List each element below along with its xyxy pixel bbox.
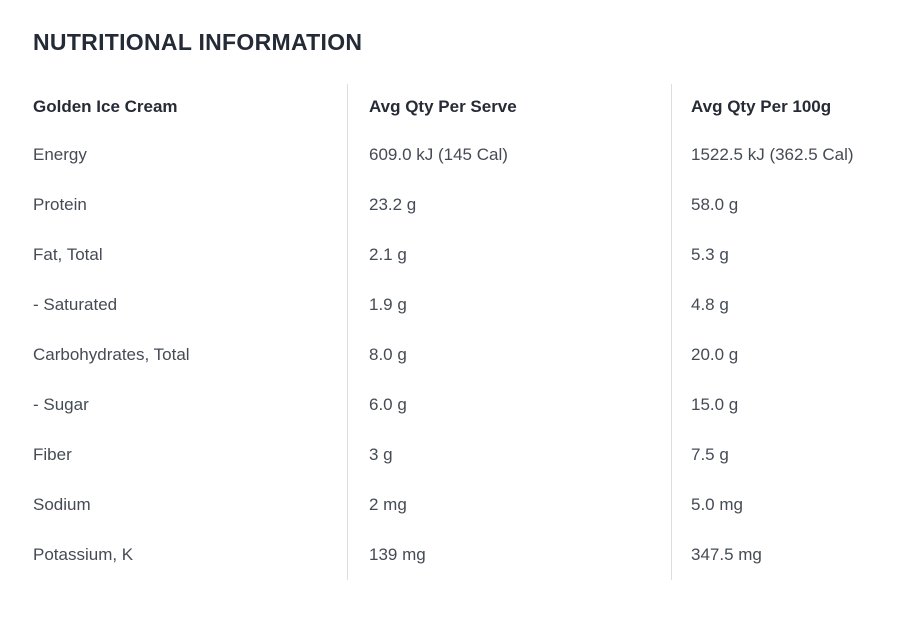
nutrient-label: - Sugar: [33, 395, 89, 414]
value-per-100g: 7.5 g: [671, 430, 898, 480]
nutrient-label: Fat, Total: [33, 245, 103, 264]
value-per-serve: 1.9 g: [347, 280, 671, 330]
column-header-product: Golden Ice Cream: [33, 97, 178, 116]
table-row-protein: Protein 23.2 g 58.0 g: [0, 180, 898, 230]
value-per-100g: 1522.5 kJ (362.5 Cal): [671, 130, 898, 180]
value-per-serve: 139 mg: [347, 530, 671, 580]
nutrient-label: Protein: [33, 195, 87, 214]
value-per-100g: 5.0 mg: [671, 480, 898, 530]
nutrient-label: Fiber: [33, 445, 72, 464]
table-row-fiber: Fiber 3 g 7.5 g: [0, 430, 898, 480]
table-row-fat-total: Fat, Total 2.1 g 5.3 g: [0, 230, 898, 280]
table-row-carbohydrates-total: Carbohydrates, Total 8.0 g 20.0 g: [0, 330, 898, 380]
column-header-per-100g: Avg Qty Per 100g: [671, 84, 898, 130]
table-row-sugar: - Sugar 6.0 g 15.0 g: [0, 380, 898, 430]
value-per-serve: 609.0 kJ (145 Cal): [347, 130, 671, 180]
value-per-serve: 2.1 g: [347, 230, 671, 280]
page-title: NUTRITIONAL INFORMATION: [33, 29, 363, 55]
nutrient-label: - Saturated: [33, 295, 118, 314]
value-per-100g: 58.0 g: [671, 180, 898, 230]
nutrition-table: Golden Ice Cream Avg Qty Per Serve Avg Q…: [0, 84, 898, 580]
nutrient-label: Sodium: [33, 495, 91, 514]
table-header-row: Golden Ice Cream Avg Qty Per Serve Avg Q…: [0, 84, 898, 130]
table-row-energy: Energy 609.0 kJ (145 Cal) 1522.5 kJ (362…: [0, 130, 898, 180]
value-per-serve: 6.0 g: [347, 380, 671, 430]
table-row-saturated: - Saturated 1.9 g 4.8 g: [0, 280, 898, 330]
value-per-100g: 4.8 g: [671, 280, 898, 330]
table-row-potassium: Potassium, K 139 mg 347.5 mg: [0, 530, 898, 580]
value-per-serve: 3 g: [347, 430, 671, 480]
nutrient-label: Energy: [33, 145, 87, 164]
value-per-100g: 20.0 g: [671, 330, 898, 380]
value-per-serve: 23.2 g: [347, 180, 671, 230]
value-per-serve: 8.0 g: [347, 330, 671, 380]
value-per-100g: 347.5 mg: [671, 530, 898, 580]
nutrient-label: Carbohydrates, Total: [33, 345, 190, 364]
nutrient-label: Potassium, K: [33, 545, 134, 564]
value-per-100g: 15.0 g: [671, 380, 898, 430]
value-per-100g: 5.3 g: [671, 230, 898, 280]
table-row-sodium: Sodium 2 mg 5.0 mg: [0, 480, 898, 530]
value-per-serve: 2 mg: [347, 480, 671, 530]
column-header-per-serve: Avg Qty Per Serve: [347, 84, 671, 130]
